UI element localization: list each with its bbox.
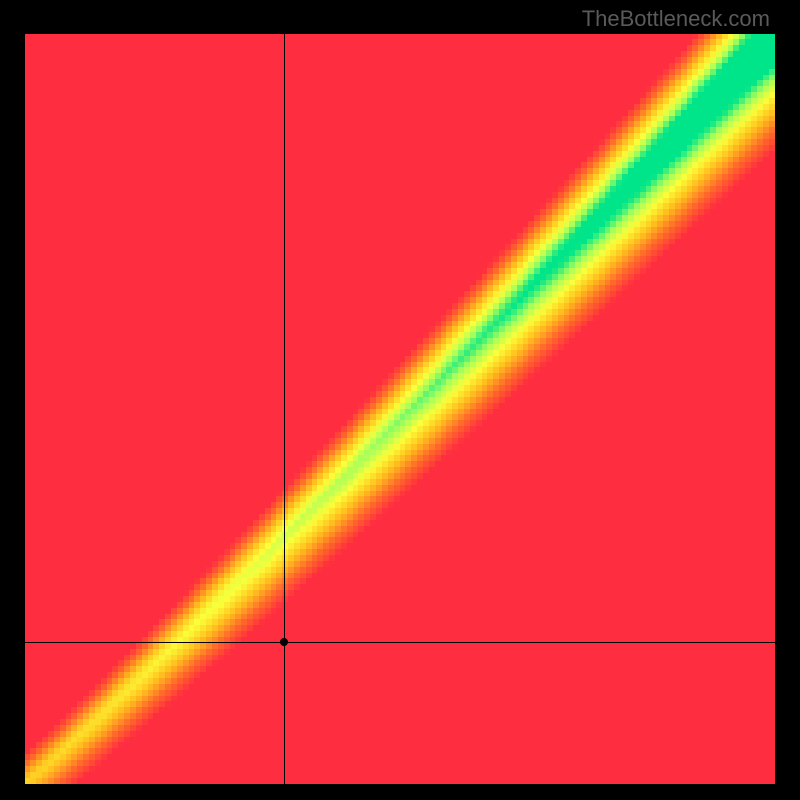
crosshair-vertical — [284, 34, 285, 784]
bottleneck-heatmap — [25, 34, 775, 784]
heatmap-canvas — [25, 34, 775, 784]
crosshair-horizontal — [25, 642, 775, 643]
crosshair-marker — [280, 638, 288, 646]
watermark-text: TheBottleneck.com — [582, 6, 770, 32]
